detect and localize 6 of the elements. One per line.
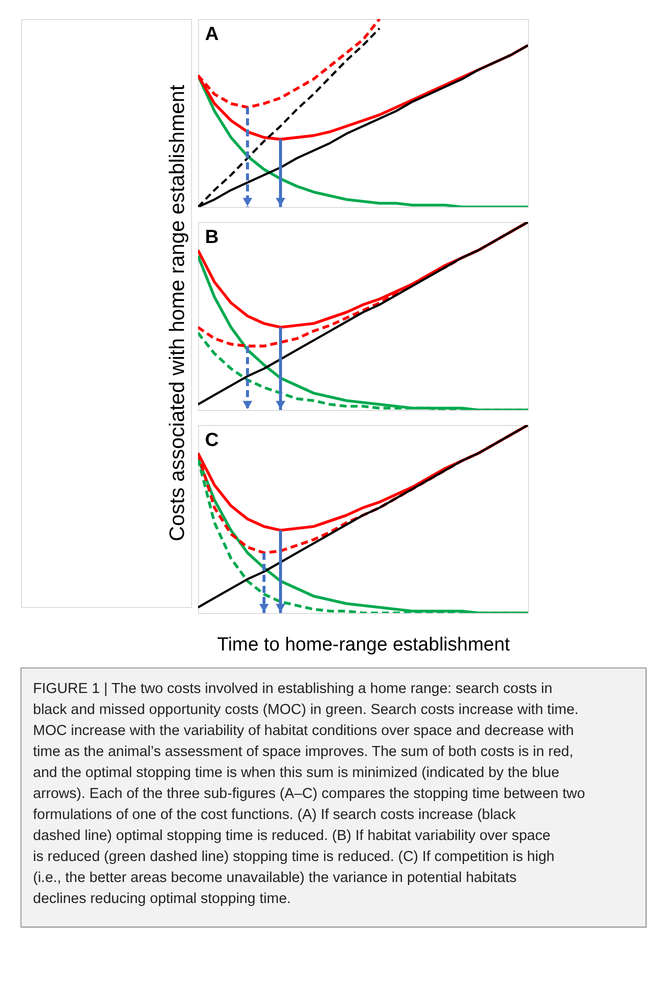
- chart-title: A: [205, 24, 219, 45]
- y-axis-title: Costs associated with home range establishment: [166, 84, 189, 542]
- chart-title: B: [205, 227, 219, 248]
- chart-title: C: [205, 430, 219, 451]
- text: FIGURE 1 | The two costs involved in establishing a home range: search costs in black and missed opportunity costs (MOC) in green. Search costs increase with time. MOC increase with the variability of habitat conditions over space and decrease with time as the animal’s assessment of space improves. The sum of both costs is in red, and the optimal stopping time is when this sum is minimized (indicated by the blue arrows). Each of the three sub-figures (A–C) compares the stopping time between two formulations of one of the cost functions. (A) If search costs increase (black dashed line) optimal stopping time is reduced. (B) If habitat variability over space is reduced (green dashed line) stopping time is reduced. (C) If competition is high (i.e., the better areas become unavailable) the variance in potential habitats declines reducing optimal stopping time.: [33, 681, 586, 907]
- x-axis-title: Time to home-range establishment: [217, 634, 511, 656]
